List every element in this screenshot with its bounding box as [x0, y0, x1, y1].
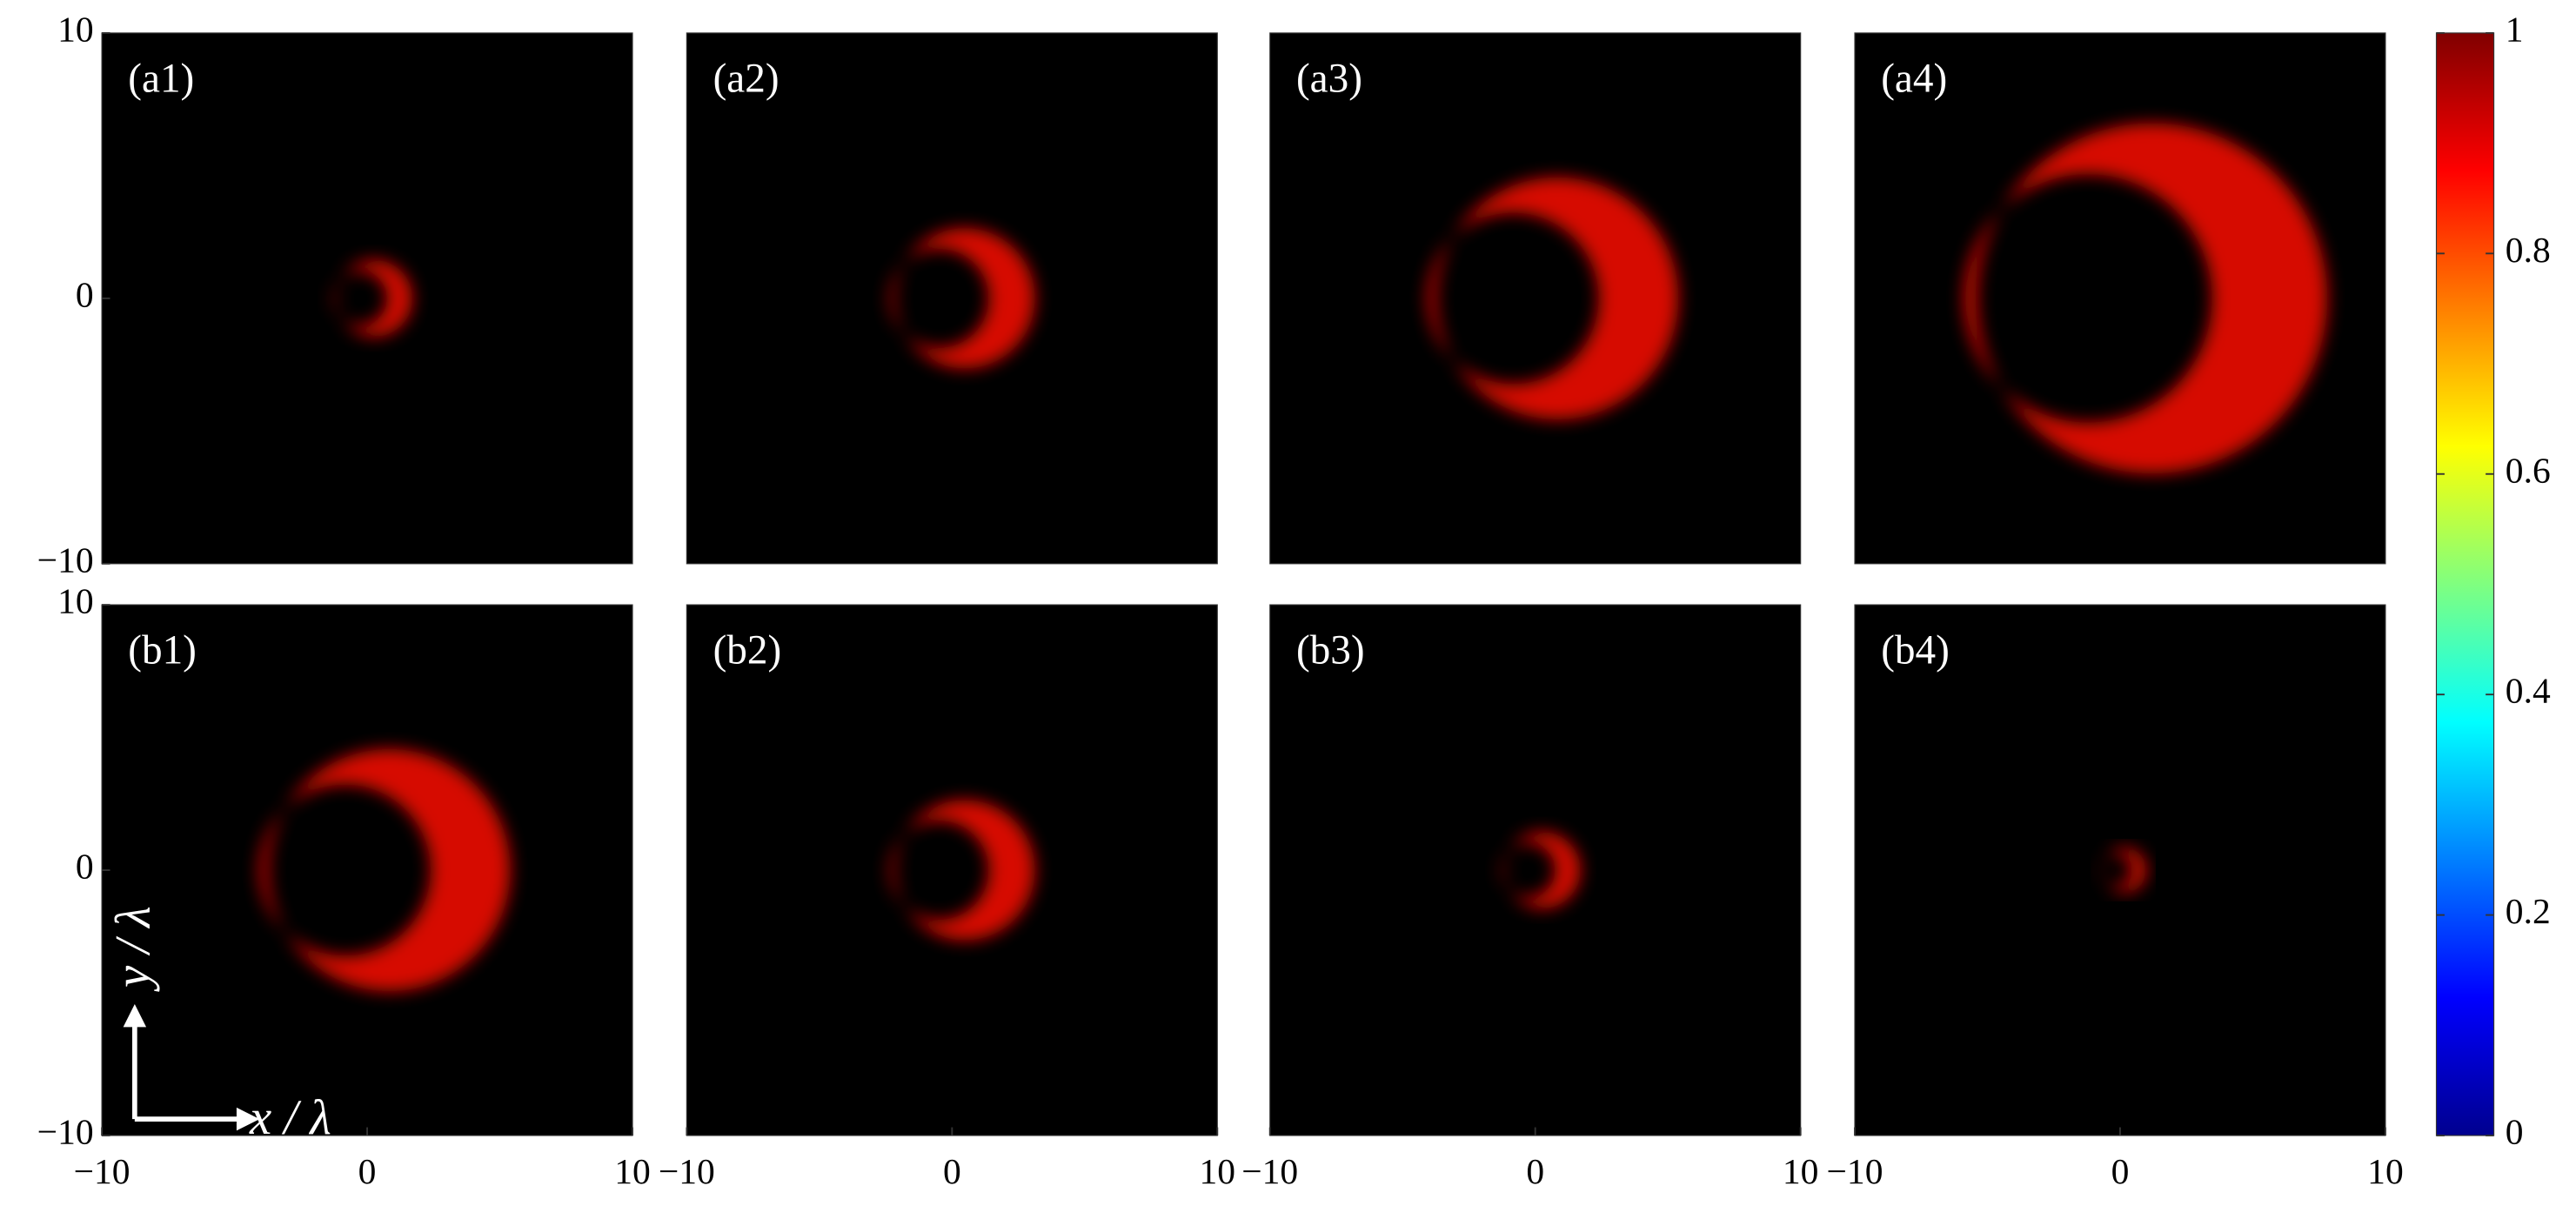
x-tick-label: 0 [2111, 1151, 2130, 1191]
x-tick-label: 10 [2367, 1151, 2404, 1191]
panel-frame [686, 32, 1218, 565]
colorbar-tick-label: 0.6 [2506, 450, 2551, 490]
crescent [889, 228, 1035, 369]
panel: (b1) −10 0 10 −10 0 10 x / λ y / λ [37, 581, 651, 1191]
panel: (b2) −10 0 10 [659, 604, 1236, 1191]
colorbar-tick-label: 0.4 [2506, 671, 2551, 711]
arrow-head [123, 1003, 260, 1131]
crescent [889, 800, 1035, 941]
panel-label: (a1) [128, 56, 194, 101]
heatmap [686, 605, 1218, 1136]
heatmap-bg [1269, 605, 1801, 1136]
x-tick-label: 10 [1783, 1151, 1819, 1191]
y-tick-label: 10 [57, 9, 94, 49]
panel: (b3) −10 0 10 [1241, 604, 1819, 1191]
x-tick-label: −10 [1241, 1151, 1298, 1191]
colorbar-tick-label: 0.2 [2506, 891, 2551, 931]
panel: (b4) −10 0 10 [1827, 604, 2404, 1191]
panel-label: (a2) [713, 56, 779, 101]
heatmap-bg [1269, 32, 1801, 564]
y-tick-label: 0 [76, 847, 94, 887]
x-tick-label: −10 [74, 1151, 130, 1191]
heatmap [102, 32, 633, 564]
panel-frame [1854, 32, 2386, 565]
crescent [1964, 123, 2328, 474]
heatmap-bg [102, 605, 633, 1136]
x-tick-label: −10 [1827, 1151, 1883, 1191]
heatmap-bg [686, 605, 1218, 1136]
colorbar-gradient [2435, 32, 2495, 1136]
crescent [1427, 177, 1679, 419]
colorbar-tick-label: 1 [2506, 9, 2524, 49]
colorbar: 0 0.2 0.4 0.6 0.8 1 [2435, 9, 2551, 1152]
y-tick-label: −10 [37, 1112, 94, 1152]
x-tick-label: 0 [358, 1151, 377, 1191]
x-axis-label: x / λ [249, 1091, 331, 1145]
x-tick-label: 0 [943, 1151, 961, 1191]
heatmap-bg [102, 32, 633, 564]
panel-label: (b3) [1296, 628, 1365, 673]
panel-label: (b2) [713, 628, 782, 673]
panel-label: (b1) [128, 628, 197, 673]
panel-label: (a4) [1881, 56, 1947, 101]
y-axis-label: y / λ [107, 906, 161, 992]
x-tick-label: −10 [659, 1151, 715, 1191]
crescent [259, 748, 511, 992]
panel: (a2) [686, 32, 1218, 565]
x-tick-label: 10 [1200, 1151, 1236, 1191]
panel-label: (b4) [1881, 628, 1950, 673]
heatmap [686, 32, 1218, 564]
x-tick-label: 10 [614, 1151, 651, 1191]
panel-frame [1269, 32, 1802, 565]
heatmap [1854, 605, 2385, 1136]
panel: (a3) [1269, 32, 1802, 565]
colorbar-tick-label: 0 [2506, 1112, 2524, 1152]
y-tick-label: 10 [57, 581, 94, 621]
panel-label: (a3) [1296, 56, 1362, 101]
crescent [2100, 847, 2147, 893]
crescent [332, 259, 413, 337]
heatmap [1854, 32, 2385, 564]
panel: (a4) [1854, 32, 2386, 565]
panel: (a1) −10 0 10 [37, 9, 633, 580]
axis-arrows [132, 1020, 242, 1122]
heatmap [102, 605, 633, 1136]
heatmap [1269, 605, 1801, 1136]
y-tick-label: −10 [37, 539, 94, 580]
heatmap-bg [686, 32, 1218, 564]
heatmap [1269, 32, 1801, 564]
colorbar-tick-label: 0.8 [2506, 230, 2551, 270]
y-tick-label: 0 [76, 274, 94, 314]
heatmap-bg [1854, 605, 2385, 1136]
crescent [1501, 832, 1581, 908]
x-tick-label: 0 [1526, 1151, 1544, 1191]
